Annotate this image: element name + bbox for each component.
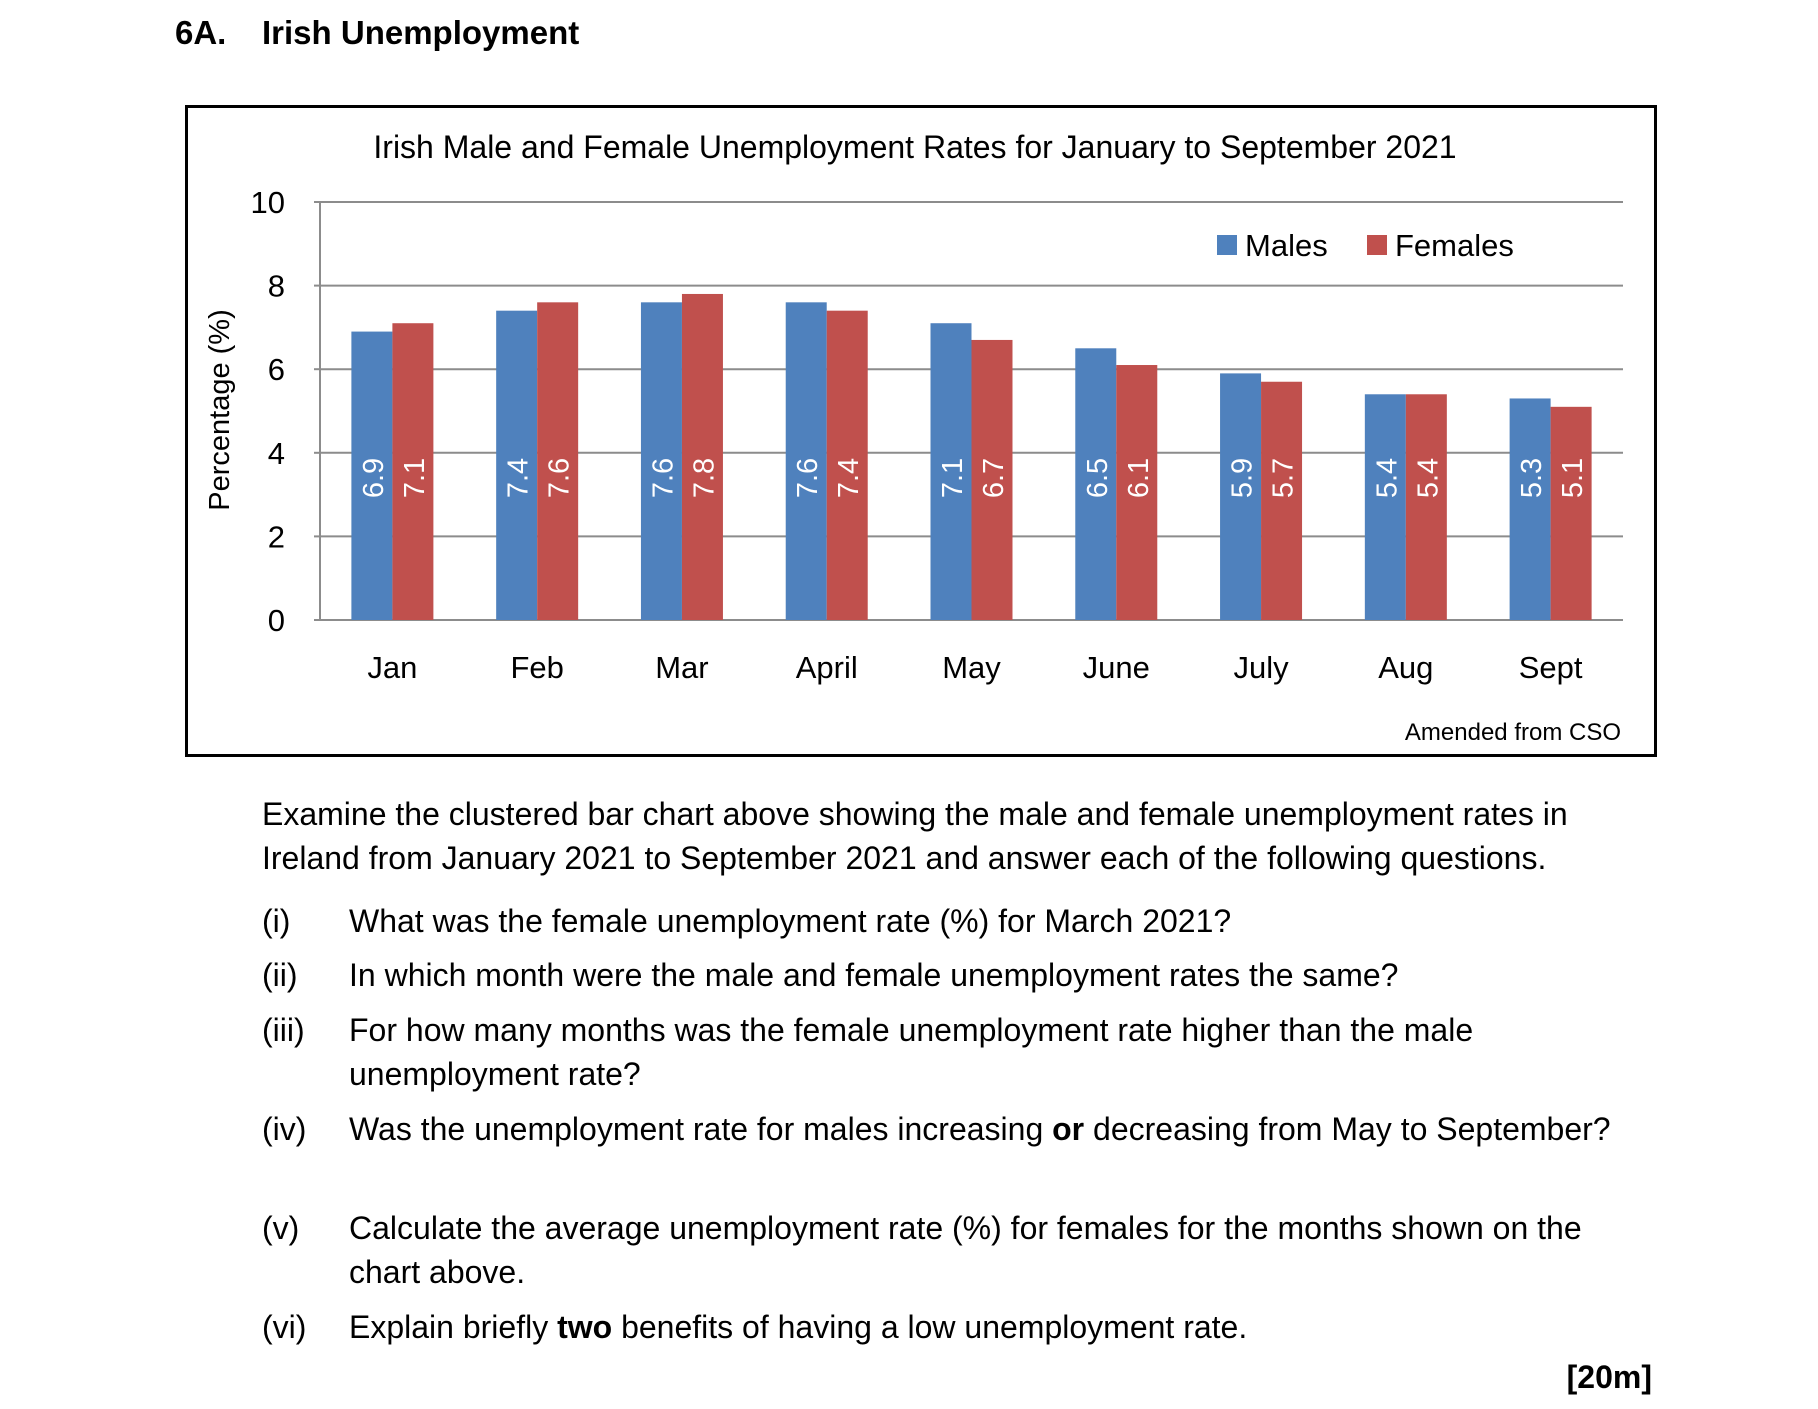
question-number: 6A. xyxy=(175,14,227,51)
question-text: For how many months was the female unemp… xyxy=(349,1012,1474,1092)
question-item: (iv) Was the unemployment rate for males… xyxy=(262,1107,1662,1151)
question-text-part: benefits of having a low unemployment ra… xyxy=(612,1309,1248,1345)
question-label: (iii) xyxy=(262,1012,305,1048)
question-text: Was the unemployment rate for males incr… xyxy=(349,1107,1649,1151)
question-text: Calculate the average unemployment rate … xyxy=(349,1210,1582,1290)
question-item: (v) Calculate the average unemployment r… xyxy=(262,1206,1662,1294)
question-item: (i) What was the female unemployment rat… xyxy=(262,899,1662,943)
question-emphasis: or xyxy=(1052,1111,1085,1147)
question-text-part: Was the unemployment rate for males incr… xyxy=(349,1111,1053,1147)
marks-total: [20m] xyxy=(1566,1359,1652,1395)
intro-paragraph: Examine the clustered bar chart above sh… xyxy=(262,796,1568,876)
question-label: (v) xyxy=(262,1210,300,1246)
question-text-part: decreasing from May to September? xyxy=(1084,1111,1611,1147)
question-label: (iv) xyxy=(262,1111,307,1147)
question-label: (ii) xyxy=(262,957,298,993)
question-label: (i) xyxy=(262,903,291,939)
chart-frame xyxy=(185,105,1657,757)
question-text: Explain briefly two benefits of having a… xyxy=(349,1305,1649,1349)
question-text-part: Explain briefly xyxy=(349,1309,558,1345)
question-item: (vi) Explain briefly two benefits of hav… xyxy=(262,1305,1662,1349)
question-title: Irish Unemployment xyxy=(262,14,580,51)
question-label: (vi) xyxy=(262,1309,307,1345)
question-text: What was the female unemployment rate (%… xyxy=(349,903,1232,939)
question-emphasis: two xyxy=(557,1309,613,1345)
question-heading: 6A. Irish Unemployment xyxy=(175,14,579,52)
question-text: In which month were the male and female … xyxy=(349,957,1399,993)
question-item: (iii) For how many months was the female… xyxy=(262,1008,1662,1096)
question-item: (ii) In which month were the male and fe… xyxy=(262,953,1662,997)
